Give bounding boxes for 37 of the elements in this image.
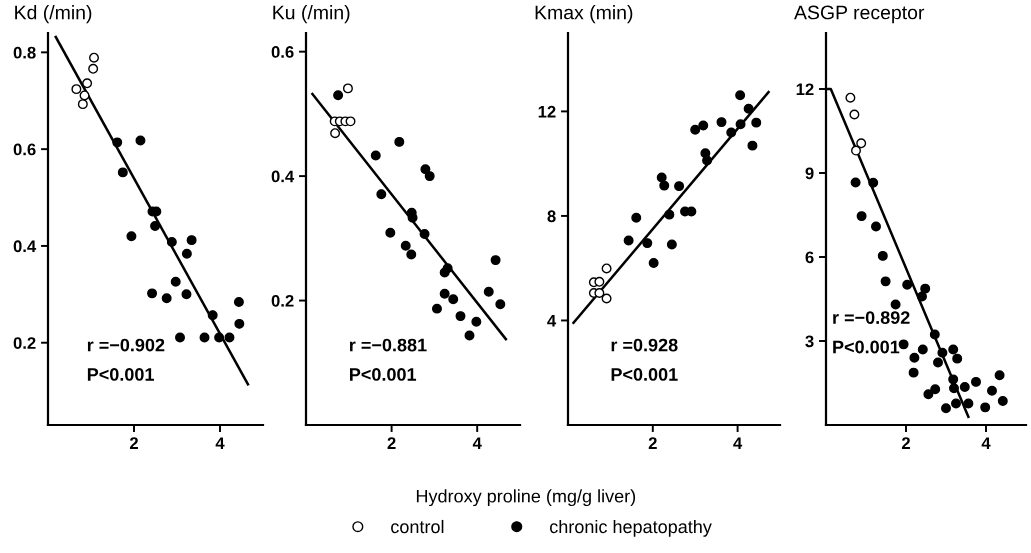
y-tick-label: 0.4 bbox=[271, 170, 295, 183]
y-tick-label: 0.2 bbox=[271, 294, 294, 307]
text: Hydroxy proline (mg/g liver) bbox=[416, 489, 636, 507]
x-tick-label: 4 bbox=[472, 437, 482, 449]
annotation: P<0.001 bbox=[833, 340, 900, 354]
chart-title: Kd (/min) bbox=[15, 5, 92, 24]
y-tick-label: 0.6 bbox=[271, 46, 294, 58]
y-tick-label: 3 bbox=[805, 335, 814, 348]
y-tick-label: 0.8 bbox=[13, 46, 36, 59]
y-tick-label: 0.4 bbox=[13, 240, 37, 253]
annotation: P<0.001 bbox=[350, 368, 417, 381]
y-tick-label: 8 bbox=[547, 210, 556, 223]
y-tick-label: 0.6 bbox=[13, 143, 36, 156]
chart-title: Kmax (min) bbox=[535, 5, 633, 24]
y-tick-label: 12 bbox=[538, 105, 556, 118]
annotation: r =0.928 bbox=[611, 338, 678, 352]
chart-title: ASGP receptor bbox=[794, 5, 925, 24]
annotation: P<0.001 bbox=[87, 368, 154, 381]
annotation: r =−0.902 bbox=[87, 338, 165, 352]
chart-title: Ku (/min) bbox=[273, 5, 350, 24]
x-tick-label: 2 bbox=[129, 437, 138, 449]
annotation: P<0.001 bbox=[611, 368, 678, 381]
y-tick-label: 0.2 bbox=[13, 337, 36, 349]
y-tick-label: 4 bbox=[547, 315, 557, 327]
x-tick-label: 4 bbox=[733, 437, 743, 449]
x-tick-label: 4 bbox=[215, 437, 225, 449]
x-tick-label: 2 bbox=[387, 437, 396, 449]
x-tick-label: 2 bbox=[648, 437, 657, 449]
y-tick-label: 9 bbox=[805, 167, 814, 180]
annotation: r =−0.892 bbox=[833, 311, 910, 325]
y-tick-label: 6 bbox=[805, 251, 814, 264]
legend-label: control bbox=[391, 519, 444, 534]
annotation: r =−0.881 bbox=[349, 338, 427, 352]
legend-label: chronic hepatopathy bbox=[550, 519, 712, 537]
y-tick-label: 12 bbox=[796, 83, 814, 96]
x-tick-label: 4 bbox=[981, 437, 991, 449]
x-tick-label: 2 bbox=[901, 437, 910, 449]
